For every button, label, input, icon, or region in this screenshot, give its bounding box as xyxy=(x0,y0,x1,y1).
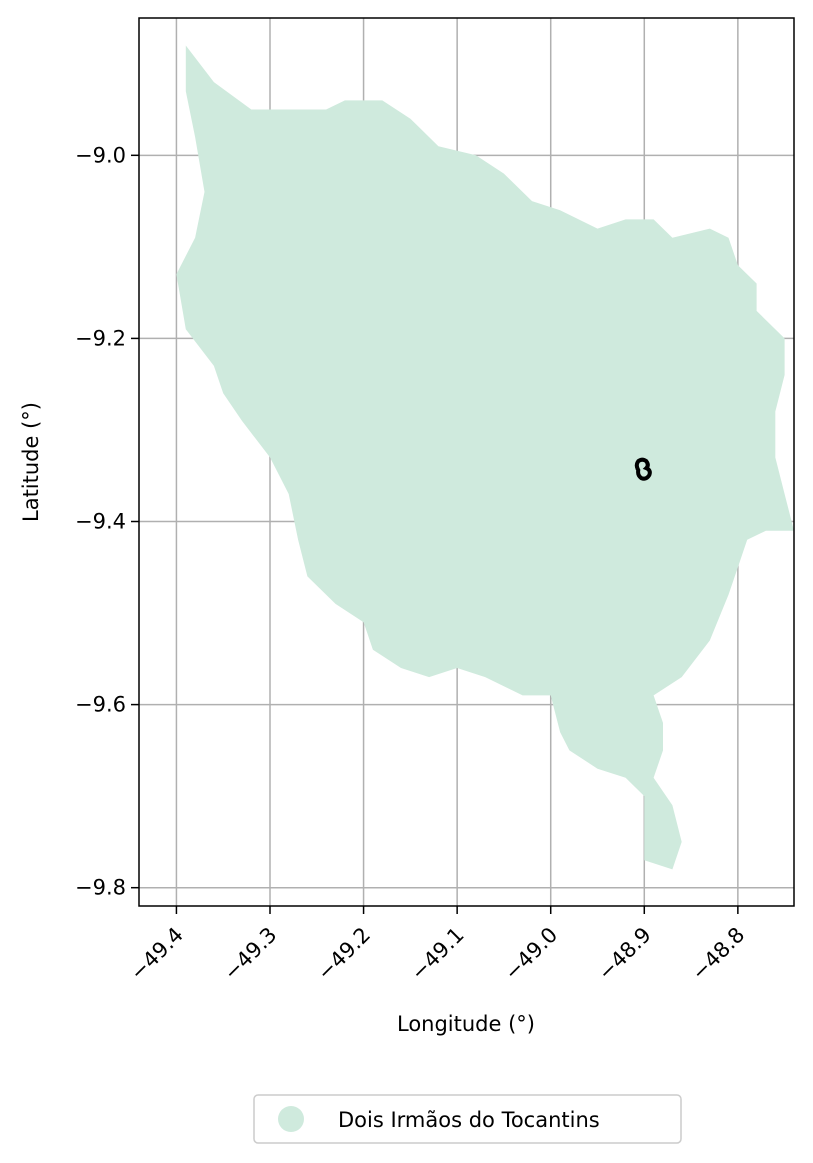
municipality-polygon xyxy=(176,45,794,870)
x-tick-label: −48.8 xyxy=(687,923,749,985)
legend-label: Dois Irmãos do Tocantins xyxy=(338,1108,600,1132)
x-tick-label: −49.3 xyxy=(219,923,281,985)
x-axis-title: Longitude (°) xyxy=(397,1012,535,1036)
x-tick-label: −48.9 xyxy=(593,923,655,985)
y-tick-label: −9.2 xyxy=(75,326,126,350)
plot-frame xyxy=(138,17,795,907)
y-tick-label: −9.6 xyxy=(75,693,126,717)
legend-box xyxy=(253,1094,682,1144)
region-layer xyxy=(176,45,794,870)
settlement-marker-layer xyxy=(634,457,652,481)
legend-marker xyxy=(278,1106,304,1132)
y-tick-label: −9.8 xyxy=(75,876,126,900)
y-axis-title: Latitude (°) xyxy=(19,402,43,522)
urban-area-marker xyxy=(634,457,652,481)
x-tick-label: −49.2 xyxy=(313,923,375,985)
y-tick-label: −9.0 xyxy=(75,143,126,167)
x-tick-label: −49.4 xyxy=(125,923,187,985)
x-axis-ticks: −49.4 −49.3 −49.2 −49.1 −49.0 −48.9 −48.8 xyxy=(125,906,749,985)
legend: Dois Irmãos do Tocantins xyxy=(253,1094,682,1144)
y-axis-ticks: −9.0 −9.2 −9.4 −9.6 −9.8 xyxy=(75,143,139,900)
y-tick-label: −9.4 xyxy=(75,510,126,534)
x-tick-label: −49.0 xyxy=(500,923,562,985)
x-tick-label: −49.1 xyxy=(406,923,468,985)
